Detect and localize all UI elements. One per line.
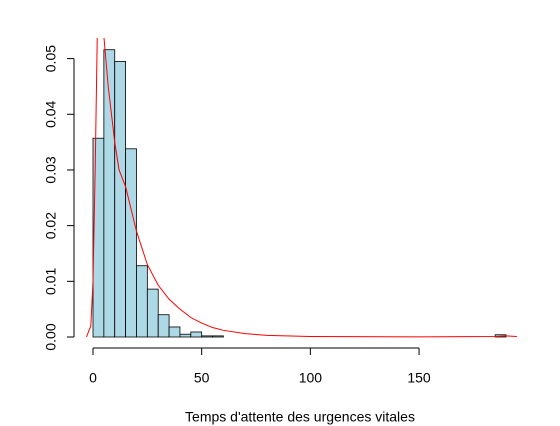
x-tick-label: 0	[89, 370, 97, 386]
bar	[136, 265, 148, 338]
bar	[201, 335, 213, 338]
bar	[92, 137, 105, 338]
x-tick-label: 50	[194, 370, 210, 386]
bar	[179, 333, 192, 338]
bar	[190, 331, 203, 338]
bar	[146, 288, 159, 338]
x-axis-label: Temps d'attente des urgences vitales	[185, 409, 415, 425]
y-tick-label: 0.01	[43, 267, 59, 294]
y-tick-label: 0.04	[43, 100, 59, 127]
x-tick-label: 150	[407, 370, 431, 386]
y-tick-label: 0.00	[43, 323, 59, 350]
y-tick-label: 0.05	[43, 45, 59, 72]
density-line	[86, 38, 517, 338]
bar	[157, 314, 170, 338]
y-tick-label: 0.03	[43, 156, 59, 183]
y-tick-label: 0.02	[43, 212, 59, 239]
bar	[168, 326, 181, 338]
x-tick-label: 100	[299, 370, 323, 386]
bar	[125, 148, 137, 338]
bar	[114, 60, 127, 338]
bar	[212, 335, 224, 338]
